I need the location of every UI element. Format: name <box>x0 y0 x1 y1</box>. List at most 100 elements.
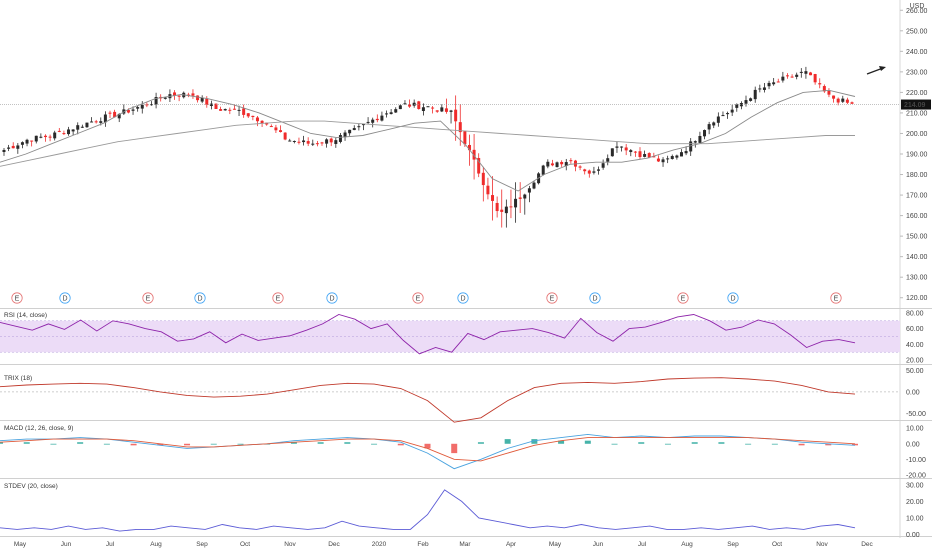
macd-histogram-bar <box>451 443 458 454</box>
candle-body <box>661 159 665 163</box>
candle-body <box>781 76 785 81</box>
candle-body <box>421 107 425 112</box>
candle-body <box>357 126 361 128</box>
macd-label: MACD (12, 26, close, 9) <box>4 425 73 432</box>
candle-body <box>832 95 836 99</box>
candle-body <box>214 103 218 110</box>
macd-line <box>0 433 856 470</box>
macd-histogram-bar <box>718 442 725 444</box>
dividend-marker-label: D <box>592 296 597 303</box>
candle-body <box>329 138 333 143</box>
candle-body <box>753 89 757 100</box>
candle-body <box>408 104 412 107</box>
macd-histogram-bar <box>0 442 3 444</box>
candle-body <box>136 107 140 109</box>
trix-label: TRIX (18) <box>4 375 32 382</box>
macd-histogram-bar <box>210 443 217 445</box>
candle-body <box>495 202 499 212</box>
candle-body <box>472 149 476 160</box>
time-axis-label: Dec <box>861 541 873 548</box>
candle-body <box>684 151 688 154</box>
time-axis-label: Apr <box>506 541 517 548</box>
candle-body <box>352 128 356 131</box>
candle-body <box>555 162 559 168</box>
candle-body <box>117 113 121 119</box>
candle-body <box>666 158 670 160</box>
candle-body <box>131 109 135 111</box>
candle-body <box>25 139 29 144</box>
candle-body <box>546 161 550 167</box>
macd-histogram-bar <box>691 442 698 444</box>
candle-body <box>67 129 71 135</box>
earnings-marker-icon <box>11 292 23 304</box>
candle-body <box>541 165 545 175</box>
candle-body <box>191 93 195 96</box>
candle-body <box>449 110 453 112</box>
candle-body <box>518 197 522 199</box>
candle-body <box>435 110 439 112</box>
macd-histogram-bar <box>504 439 511 444</box>
candle-body <box>99 121 103 123</box>
price-axis-label: 190.00 <box>906 152 928 159</box>
price-axis-label: 180.00 <box>906 172 928 179</box>
candle-body <box>53 132 57 139</box>
macd-histogram-bar <box>825 443 832 446</box>
candle-body <box>113 111 117 118</box>
candle-body <box>458 122 462 133</box>
time-axis-label: Mar <box>459 541 471 548</box>
earnings-marker-icon <box>142 292 154 304</box>
macd-histogram-bar <box>50 443 57 445</box>
rsi-label: RSI (14, close) <box>4 312 47 319</box>
candle-body <box>394 109 398 113</box>
dividend-marker-icon <box>457 292 469 304</box>
candle-body <box>126 110 130 113</box>
candle-body <box>16 145 20 149</box>
time-axis-label: Aug <box>681 541 693 548</box>
candle-body <box>334 140 338 144</box>
candle-body <box>375 118 379 121</box>
last-price-badge <box>901 99 931 110</box>
candle-body <box>403 103 407 105</box>
candle-body <box>283 132 287 140</box>
candle-body <box>242 108 246 115</box>
candle-body <box>177 95 181 97</box>
candle-body <box>527 188 531 193</box>
macd-histogram-bar <box>317 442 324 444</box>
candle-body <box>343 132 347 138</box>
candle-body <box>315 143 319 145</box>
earnings-marker-icon <box>412 292 424 304</box>
macd-histogram-bar <box>77 442 84 444</box>
dividend-marker-icon <box>194 292 206 304</box>
candle-body <box>7 147 11 149</box>
candle-body <box>154 97 158 105</box>
stdev-axis-label: 20.00 <box>906 499 924 506</box>
candle-body <box>689 141 693 152</box>
candle-body <box>348 129 352 134</box>
candle-body <box>30 140 34 142</box>
candle-body <box>196 95 200 101</box>
candle-body <box>297 141 301 143</box>
candle-body <box>818 83 822 85</box>
macd-histogram-bar <box>237 443 244 445</box>
dividend-marker-label: D <box>460 296 465 303</box>
candle-body <box>703 130 707 137</box>
candle-body <box>186 94 190 96</box>
candle-body <box>813 74 817 83</box>
candle-body <box>532 182 536 189</box>
candle-body <box>237 109 241 111</box>
candle-body <box>223 108 227 111</box>
candle-body <box>288 140 292 142</box>
time-axis-label: Aug <box>150 541 162 548</box>
macd-histogram-bar <box>424 443 431 449</box>
macd-histogram-bar <box>130 443 137 446</box>
macd-histogram-bar <box>290 442 297 444</box>
candle-body <box>486 185 490 195</box>
rsi-axis-label: 80.00 <box>906 310 924 317</box>
candle-body <box>219 109 223 111</box>
candle-body <box>371 119 375 123</box>
dividend-marker-label: D <box>329 296 334 303</box>
rsi-axis-label: 20.00 <box>906 358 924 365</box>
rsi-line <box>0 314 856 355</box>
candle-body <box>232 108 236 110</box>
candle-body <box>509 206 513 208</box>
